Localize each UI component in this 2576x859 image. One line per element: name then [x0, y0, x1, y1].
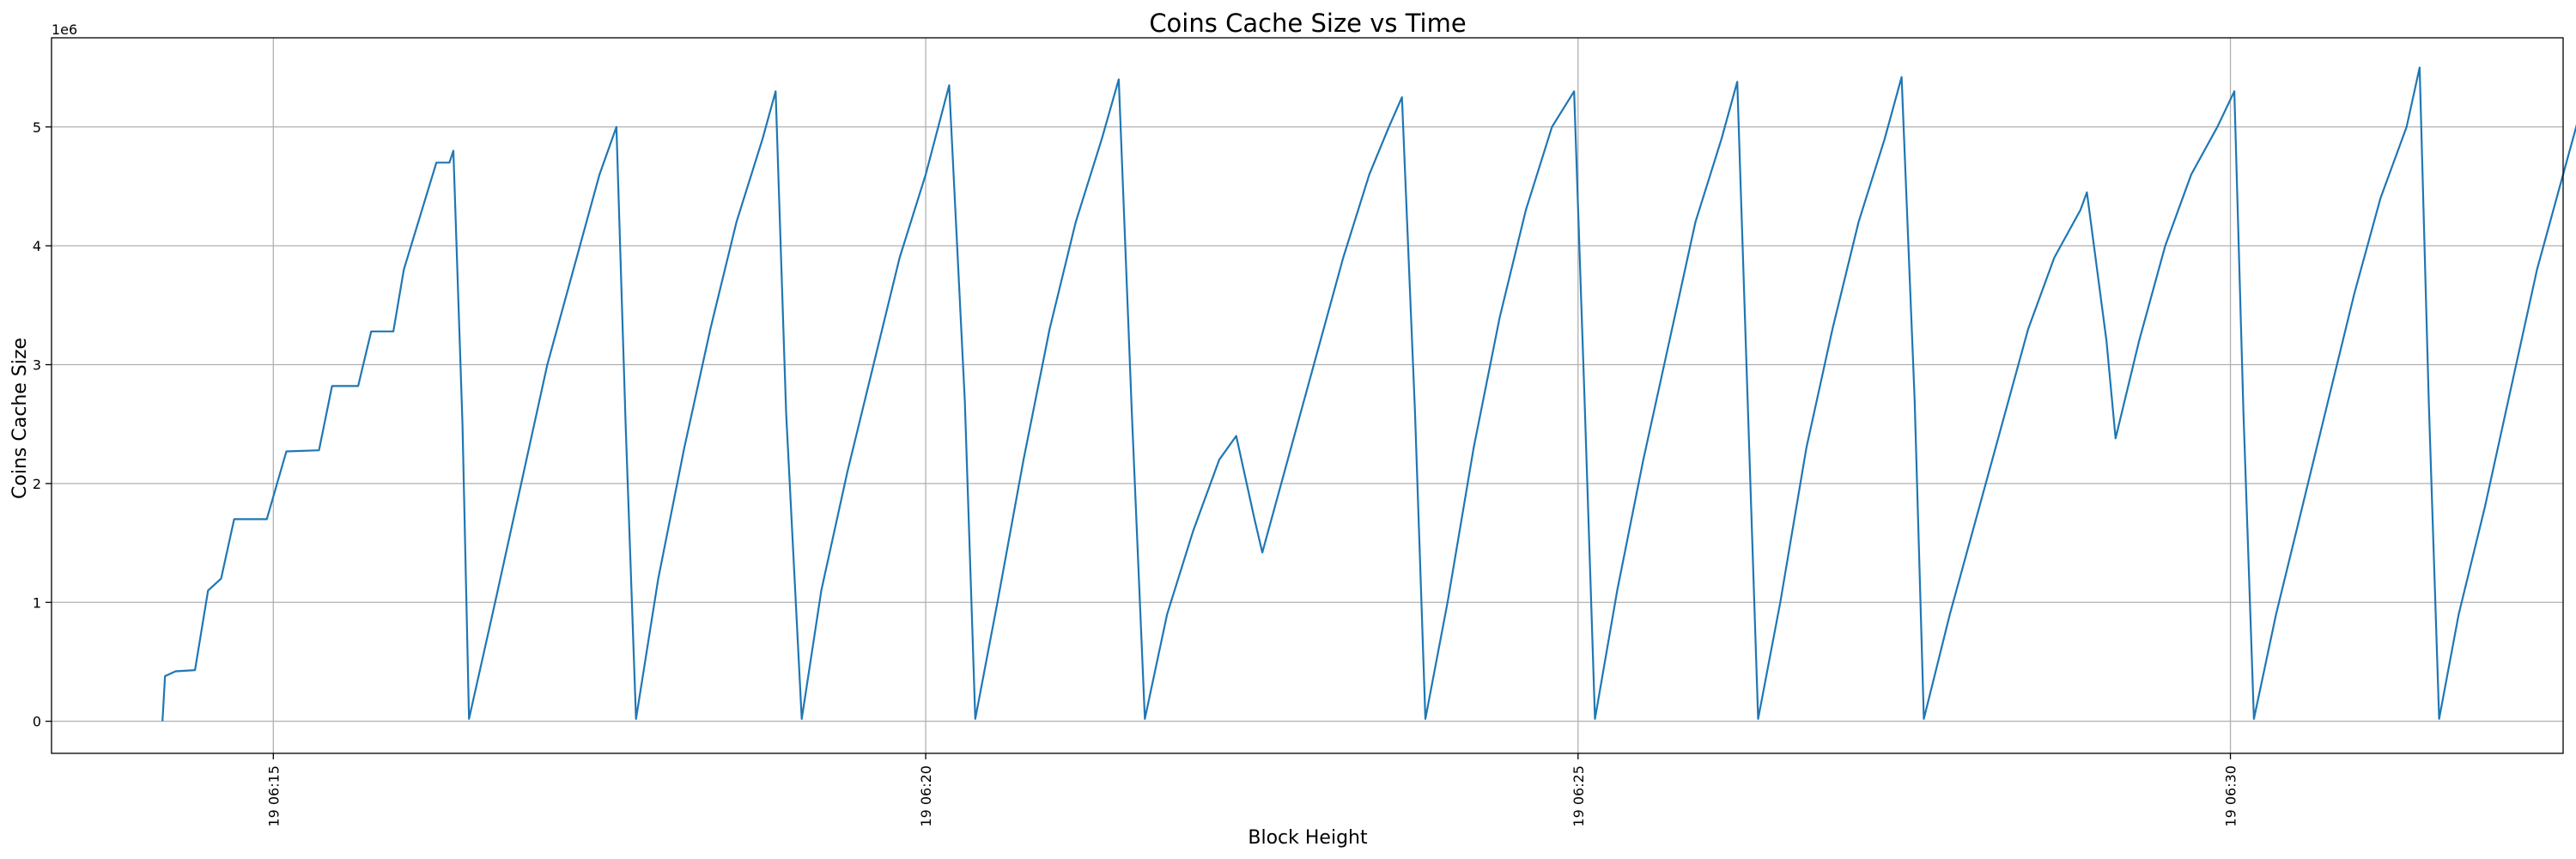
plot-frame: [51, 37, 2564, 754]
y-tick-label: 0: [33, 714, 41, 730]
chart-title: Coins Cache Size vs Time: [1149, 9, 1466, 38]
x-tick-label: 19 06:15: [265, 765, 282, 827]
y-tick-label: 2: [33, 476, 41, 492]
x-tick-label: 19 06:25: [1571, 765, 1587, 827]
x-tick-label: 19 06:20: [918, 765, 934, 827]
y-tick-label: 3: [33, 357, 41, 374]
series-line: [161, 66, 2576, 722]
grid: [52, 38, 2563, 753]
y-tick-label: 5: [33, 119, 41, 136]
ticks: 0 1 2 3 4 5 19 06:15 19 06:20 19 06:25 19 06:30: [33, 119, 2239, 827]
y-tick-label: 4: [33, 238, 41, 254]
y-axis-label: Coins Cache Size: [9, 338, 31, 499]
y-tick-label: 1: [33, 594, 41, 611]
x-axis-label: Block Height: [1248, 827, 1368, 849]
y-axis-offset-text: 1e6: [52, 21, 77, 38]
series-layer: [161, 66, 2576, 722]
x-tick-label: 19 06:30: [2223, 765, 2239, 827]
